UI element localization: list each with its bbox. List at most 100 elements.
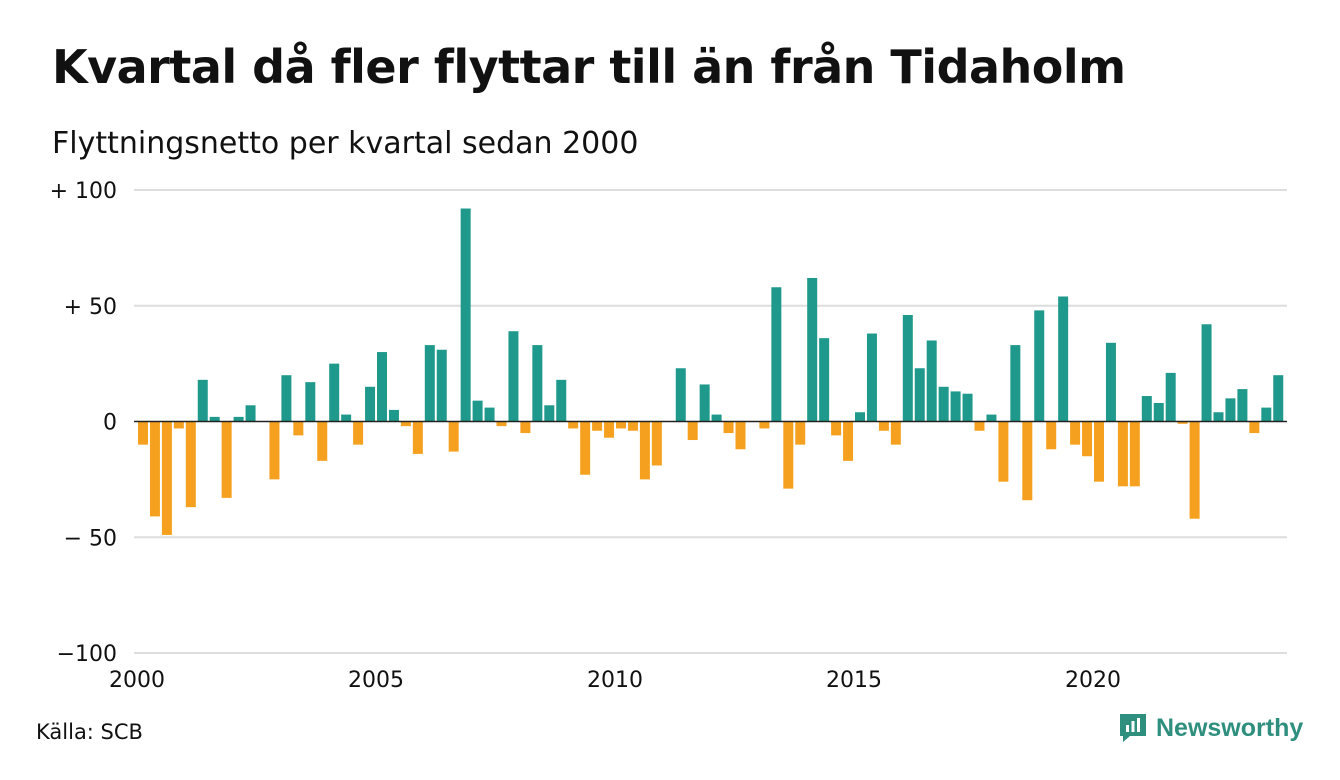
bar <box>1082 421 1093 457</box>
bar <box>807 277 818 422</box>
bar <box>675 368 686 422</box>
bar <box>1225 398 1236 422</box>
bar <box>484 407 495 422</box>
bar <box>699 384 710 422</box>
bar <box>592 421 603 431</box>
bar <box>998 421 1009 482</box>
bar <box>831 421 842 436</box>
bar <box>1177 421 1188 424</box>
bar <box>1249 421 1260 434</box>
bar <box>317 421 328 461</box>
bar <box>627 421 638 431</box>
bar <box>902 315 913 422</box>
bar <box>568 421 579 429</box>
bar <box>890 421 901 445</box>
bar <box>1213 412 1224 422</box>
x-tick-label: 2000 <box>109 668 165 693</box>
y-tick-label: + 100 <box>50 179 117 204</box>
bar <box>711 414 722 422</box>
bar <box>651 421 662 466</box>
bar <box>735 421 746 450</box>
bar <box>926 340 937 422</box>
bar <box>1237 389 1248 422</box>
bar <box>950 391 961 422</box>
bar <box>388 409 399 422</box>
x-tick-label: 2005 <box>348 668 404 693</box>
bar <box>759 421 770 429</box>
bar <box>795 421 806 445</box>
chart-title: Kvartal då fler flyttar till än från Tid… <box>52 40 1126 94</box>
bar <box>771 287 782 422</box>
x-tick-label: 2015 <box>826 668 882 693</box>
y-tick-label: 0 <box>103 411 117 436</box>
bar <box>221 421 232 498</box>
gridlines <box>134 189 1287 654</box>
y-tick-label: − 50 <box>64 526 117 551</box>
bar <box>365 386 376 422</box>
bar <box>866 333 877 422</box>
bar <box>305 382 316 422</box>
bar <box>1141 396 1152 422</box>
bar <box>329 363 340 422</box>
bar <box>1094 421 1104 482</box>
bar <box>197 379 208 422</box>
bar <box>962 393 973 422</box>
bar <box>448 421 459 452</box>
bar <box>1189 421 1200 519</box>
bar <box>424 345 435 422</box>
bars <box>138 208 1284 535</box>
bar <box>377 352 387 422</box>
bar <box>616 421 626 429</box>
bar <box>496 421 507 427</box>
bar <box>1165 372 1176 422</box>
bar <box>974 421 985 431</box>
source-note: Källa: SCB <box>36 720 143 744</box>
bar <box>1201 324 1212 422</box>
bar <box>1261 407 1272 422</box>
bar <box>1273 375 1284 422</box>
bar <box>1105 342 1116 422</box>
x-tick-label: 2010 <box>587 668 643 693</box>
bar <box>938 386 949 422</box>
bar <box>436 349 447 422</box>
y-tick-label: + 50 <box>64 295 117 320</box>
bar <box>532 345 543 422</box>
bar <box>1070 421 1081 445</box>
bar <box>1034 310 1045 422</box>
bar <box>149 421 160 517</box>
bar <box>639 421 650 480</box>
y-tick-label: −100 <box>57 642 117 667</box>
bar <box>138 421 148 445</box>
x-tick-label: 2020 <box>1065 668 1121 693</box>
bar <box>233 416 244 422</box>
newsworthy-brand[interactable]: Newsworthy <box>1118 712 1303 744</box>
bar <box>293 421 304 436</box>
bar <box>556 379 567 422</box>
bar <box>914 368 925 422</box>
bar <box>185 421 196 508</box>
bar <box>245 405 256 422</box>
bar <box>1046 421 1057 450</box>
bar <box>878 421 889 431</box>
bar <box>173 421 184 429</box>
bar <box>460 208 471 422</box>
newsworthy-logo-icon <box>1120 714 1146 742</box>
bar <box>353 421 364 445</box>
bar <box>269 421 280 480</box>
bar <box>1117 421 1128 487</box>
bar <box>508 331 519 422</box>
bar <box>209 416 220 422</box>
bar <box>341 414 352 422</box>
bar <box>400 421 411 427</box>
bar <box>1022 421 1033 501</box>
bar <box>412 421 423 454</box>
bar <box>986 414 997 422</box>
bar <box>723 421 734 434</box>
bar <box>843 421 854 461</box>
brand-name: Newsworthy <box>1156 713 1304 742</box>
bar <box>161 421 172 535</box>
bar <box>783 421 794 489</box>
bar <box>687 421 698 441</box>
